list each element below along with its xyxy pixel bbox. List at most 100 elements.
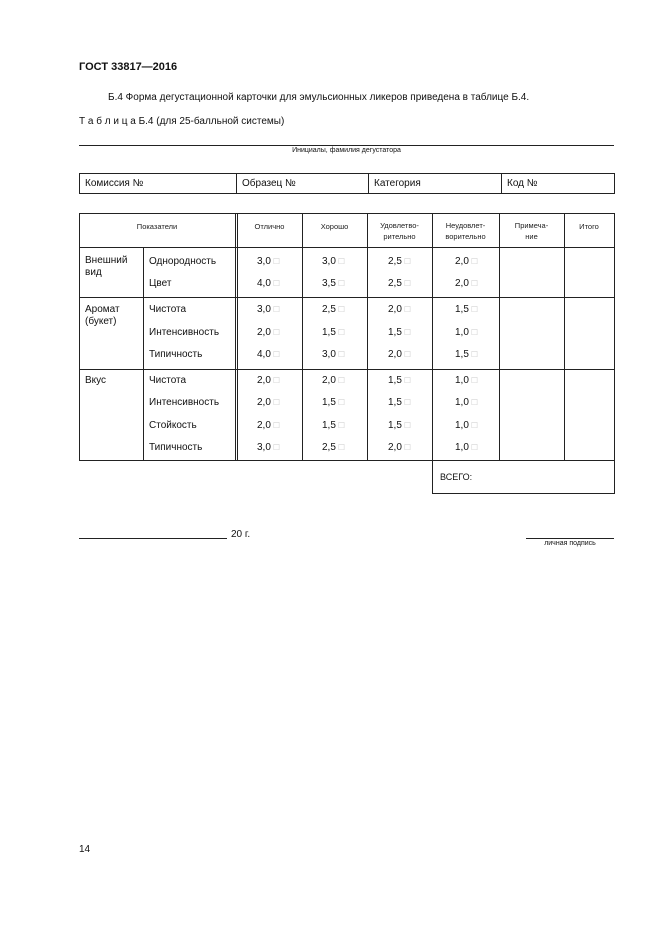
checkbox-icon[interactable]: ☐ — [272, 257, 281, 266]
score-option[interactable]: 2,0 ☐ — [455, 278, 478, 289]
checkbox-icon[interactable]: ☐ — [337, 443, 346, 452]
checkbox-icon[interactable]: ☐ — [272, 305, 281, 314]
score-option[interactable]: 3,0 ☐ — [257, 256, 280, 267]
checkbox-icon[interactable]: ☐ — [403, 350, 412, 359]
sample-field[interactable]: Образец № — [242, 178, 296, 189]
indicator-label: Чистота — [149, 375, 187, 386]
score-value: 2,5 — [322, 442, 336, 453]
checkbox-icon[interactable]: ☐ — [337, 350, 346, 359]
date-line[interactable] — [79, 538, 227, 539]
score-option[interactable]: 3,0 ☐ — [257, 442, 280, 453]
score-option[interactable]: 1,5 ☐ — [322, 327, 345, 338]
score-option[interactable]: 2,0 ☐ — [388, 304, 411, 315]
checkbox-icon[interactable]: ☐ — [272, 376, 281, 385]
score-option[interactable]: 1,0 ☐ — [455, 375, 478, 386]
checkbox-icon[interactable]: ☐ — [470, 398, 479, 407]
score-option[interactable]: 1,5 ☐ — [388, 375, 411, 386]
score-option[interactable]: 2,0 ☐ — [257, 375, 280, 386]
checkbox-icon[interactable]: ☐ — [272, 328, 281, 337]
score-option[interactable]: 4,0 ☐ — [257, 349, 280, 360]
checkbox-icon[interactable]: ☐ — [337, 376, 346, 385]
checkbox-icon[interactable]: ☐ — [403, 398, 412, 407]
score-value: 2,0 — [257, 420, 271, 431]
score-option[interactable]: 1,5 ☐ — [388, 420, 411, 431]
commission-field[interactable]: Комиссия № — [85, 178, 144, 189]
signature-line[interactable] — [526, 538, 614, 539]
category-field[interactable]: Категория — [374, 178, 421, 189]
checkbox-icon[interactable]: ☐ — [337, 279, 346, 288]
signature-caption: личная подпись — [544, 540, 596, 547]
checkbox-icon[interactable]: ☐ — [403, 421, 412, 430]
score-option[interactable]: 2,0 ☐ — [257, 327, 280, 338]
score-option[interactable]: 2,0 ☐ — [388, 349, 411, 360]
score-value: 3,5 — [322, 278, 336, 289]
score-option[interactable]: 4,0 ☐ — [257, 278, 280, 289]
score-option[interactable]: 2,0 ☐ — [388, 442, 411, 453]
score-option[interactable]: 1,5 ☐ — [388, 327, 411, 338]
checkbox-icon[interactable]: ☐ — [337, 257, 346, 266]
score-option[interactable]: 3,0 ☐ — [322, 349, 345, 360]
checkbox-icon[interactable]: ☐ — [337, 398, 346, 407]
score-option[interactable]: 2,5 ☐ — [322, 304, 345, 315]
checkbox-icon[interactable]: ☐ — [470, 328, 479, 337]
indicator-label: Типичность — [149, 442, 203, 453]
checkbox-icon[interactable]: ☐ — [272, 350, 281, 359]
checkbox-icon[interactable]: ☐ — [470, 350, 479, 359]
score-option[interactable]: 1,5 ☐ — [455, 349, 478, 360]
checkbox-icon[interactable]: ☐ — [470, 279, 479, 288]
checkbox-icon[interactable]: ☐ — [470, 443, 479, 452]
checkbox-icon[interactable]: ☐ — [403, 443, 412, 452]
score-value: 2,0 — [257, 327, 271, 338]
score-value: 1,5 — [388, 420, 402, 431]
score-option[interactable]: 3,0 ☐ — [322, 256, 345, 267]
checkbox-icon[interactable]: ☐ — [403, 257, 412, 266]
checkbox-icon[interactable]: ☐ — [337, 421, 346, 430]
header-indicators: Показатели — [136, 222, 178, 231]
checkbox-icon[interactable]: ☐ — [272, 421, 281, 430]
checkbox-icon[interactable]: ☐ — [403, 376, 412, 385]
score-option[interactable]: 3,5 ☐ — [322, 278, 345, 289]
score-value: 3,0 — [322, 256, 336, 267]
score-option[interactable]: 2,0 ☐ — [322, 375, 345, 386]
checkbox-icon[interactable]: ☐ — [272, 279, 281, 288]
score-option[interactable]: 2,0 ☐ — [257, 420, 280, 431]
score-value: 1,5 — [322, 327, 336, 338]
checkbox-icon[interactable]: ☐ — [470, 305, 479, 314]
score-option[interactable]: 2,5 ☐ — [322, 442, 345, 453]
checkbox-icon[interactable]: ☐ — [403, 305, 412, 314]
score-option[interactable]: 1,0 ☐ — [455, 442, 478, 453]
score-option[interactable]: 2,5 ☐ — [388, 256, 411, 267]
code-field[interactable]: Код № — [507, 178, 538, 189]
score-value: 1,5 — [455, 304, 469, 315]
score-value: 3,0 — [322, 349, 336, 360]
table-caption-text: Б.4 (для 25-балльной системы) — [138, 116, 285, 127]
score-option[interactable]: 1,0 ☐ — [455, 327, 478, 338]
score-value: 1,5 — [388, 375, 402, 386]
score-option[interactable]: 1,0 ☐ — [455, 420, 478, 431]
score-option[interactable]: 2,5 ☐ — [388, 278, 411, 289]
checkbox-icon[interactable]: ☐ — [403, 328, 412, 337]
checkbox-icon[interactable]: ☐ — [337, 328, 346, 337]
checkbox-icon[interactable]: ☐ — [470, 376, 479, 385]
checkbox-icon[interactable]: ☐ — [337, 305, 346, 314]
group-name: Вкус — [85, 375, 107, 386]
score-option[interactable]: 2,0 ☐ — [257, 397, 280, 408]
indicator-label: Интенсивность — [149, 327, 220, 338]
checkbox-icon[interactable]: ☐ — [470, 421, 479, 430]
score-option[interactable]: 1,5 ☐ — [388, 397, 411, 408]
checkbox-icon[interactable]: ☐ — [272, 398, 281, 407]
checkbox-icon[interactable]: ☐ — [272, 443, 281, 452]
score-option[interactable]: 1,5 ☐ — [455, 304, 478, 315]
date-suffix: 20 г. — [231, 529, 251, 540]
taster-line[interactable] — [79, 145, 614, 146]
score-value: 2,0 — [388, 304, 402, 315]
taster-caption: Инициалы, фамилия дегустатора — [292, 147, 401, 154]
checkbox-icon[interactable]: ☐ — [403, 279, 412, 288]
score-option[interactable]: 3,0 ☐ — [257, 304, 280, 315]
score-option[interactable]: 1,5 ☐ — [322, 397, 345, 408]
score-option[interactable]: 2,0 ☐ — [455, 256, 478, 267]
checkbox-icon[interactable]: ☐ — [470, 257, 479, 266]
score-option[interactable]: 1,5 ☐ — [322, 420, 345, 431]
score-option[interactable]: 1,0 ☐ — [455, 397, 478, 408]
header-good: Хорошо — [320, 222, 349, 231]
